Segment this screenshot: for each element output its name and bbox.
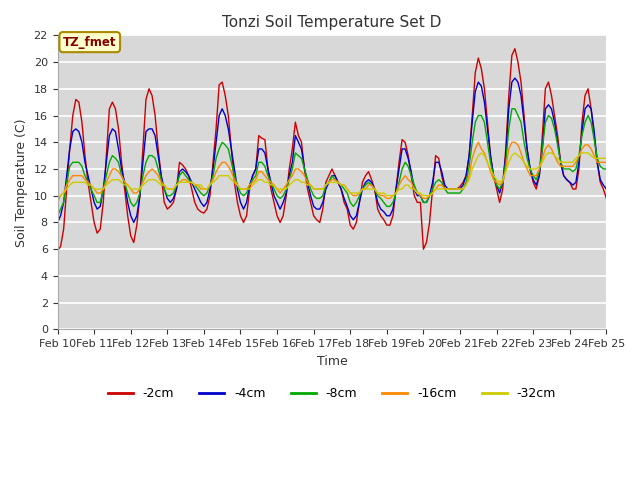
Text: TZ_fmet: TZ_fmet (63, 36, 116, 48)
-16cm (511, 139, 519, 145)
-8cm (136, 190, 144, 196)
X-axis label: Time: Time (317, 355, 348, 368)
-8cm (99, 186, 107, 192)
-16cm (206, 182, 214, 188)
-4cm (136, 193, 144, 199)
Legend: -2cm, -4cm, -8cm, -16cm, -32cm: -2cm, -4cm, -8cm, -16cm, -32cm (103, 383, 561, 406)
-16cm (319, 186, 326, 192)
-4cm (319, 200, 326, 205)
-8cm (54, 213, 61, 219)
-2cm (136, 193, 144, 199)
-8cm (602, 166, 610, 172)
-2cm (316, 219, 324, 225)
-2cm (508, 52, 516, 58)
Line: -4cm: -4cm (58, 78, 606, 222)
-2cm (99, 200, 107, 205)
-4cm (316, 206, 324, 212)
-16cm (602, 159, 610, 165)
Line: -32cm: -32cm (58, 153, 606, 196)
-32cm (206, 182, 214, 188)
-4cm (511, 75, 519, 81)
-8cm (508, 106, 516, 112)
-2cm (206, 193, 214, 199)
-32cm (54, 193, 61, 199)
-2cm (319, 206, 326, 212)
-16cm (54, 200, 61, 205)
-4cm (206, 186, 214, 192)
-32cm (99, 186, 107, 192)
-16cm (136, 186, 144, 192)
-4cm (508, 79, 516, 85)
-2cm (602, 195, 610, 201)
-8cm (511, 106, 519, 112)
-16cm (99, 186, 107, 192)
-4cm (99, 186, 107, 192)
-32cm (511, 150, 519, 156)
Line: -2cm: -2cm (58, 48, 606, 251)
-32cm (319, 186, 326, 192)
-16cm (474, 139, 482, 145)
-32cm (602, 156, 610, 161)
-8cm (316, 195, 324, 201)
-32cm (477, 150, 485, 156)
Line: -16cm: -16cm (58, 142, 606, 203)
-4cm (54, 219, 61, 225)
-32cm (316, 186, 324, 192)
Y-axis label: Soil Temperature (C): Soil Temperature (C) (15, 118, 28, 247)
-4cm (602, 186, 610, 192)
Line: -8cm: -8cm (58, 109, 606, 216)
-16cm (316, 186, 324, 192)
-2cm (54, 248, 61, 253)
-8cm (206, 182, 214, 188)
-32cm (136, 186, 144, 192)
Title: Tonzi Soil Temperature Set D: Tonzi Soil Temperature Set D (222, 15, 442, 30)
-8cm (319, 193, 326, 199)
-2cm (511, 46, 519, 51)
